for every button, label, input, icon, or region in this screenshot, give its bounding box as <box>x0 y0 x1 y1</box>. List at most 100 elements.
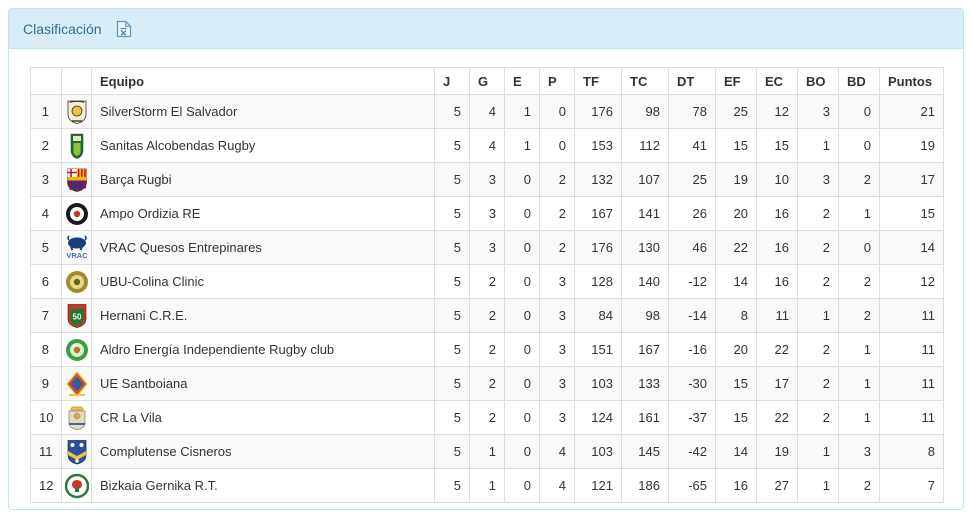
stat-cell-dt: 26 <box>668 196 716 231</box>
panel-title: Clasificación <box>23 20 102 37</box>
team-name-cell: Aldro Energía Independiente Rugby club <box>91 332 435 367</box>
position-cell: 7 <box>30 298 62 333</box>
stat-cell-ef: 22 <box>715 230 757 265</box>
stat-cell-ef: 15 <box>715 400 757 435</box>
stat-cell-j: 5 <box>434 298 470 333</box>
team-name-cell: CR La Vila <box>91 400 435 435</box>
stat-cell-dt: -16 <box>668 332 716 367</box>
stat-cell-e: 0 <box>504 434 540 469</box>
stat-cell-ec: 12 <box>756 94 798 129</box>
stat-cell-puntos: 19 <box>879 128 944 163</box>
column-header-tf: TF <box>574 67 622 95</box>
stat-cell-puntos: 17 <box>879 162 944 197</box>
stat-cell-e: 0 <box>504 162 540 197</box>
cisneros-crest-icon <box>61 434 92 469</box>
stat-cell-tf: 84 <box>574 298 622 333</box>
position-cell: 3 <box>30 162 62 197</box>
alcobendas-crest-icon <box>61 128 92 163</box>
stat-cell-bd: 2 <box>838 468 880 503</box>
column-header-tc: TC <box>621 67 669 95</box>
stat-cell-tf: 128 <box>574 264 622 299</box>
stat-cell-ef: 8 <box>715 298 757 333</box>
santboiana-crest-icon <box>61 366 92 401</box>
column-header-bo: BO <box>797 67 839 95</box>
stat-cell-bo: 3 <box>797 162 839 197</box>
stat-cell-tc: 130 <box>621 230 669 265</box>
stat-cell-bo: 2 <box>797 332 839 367</box>
stat-cell-e: 0 <box>504 298 540 333</box>
position-cell: 5 <box>30 230 62 265</box>
stat-cell-e: 1 <box>504 94 540 129</box>
stat-cell-tf: 153 <box>574 128 622 163</box>
stat-cell-ef: 14 <box>715 264 757 299</box>
stat-cell-tf: 103 <box>574 366 622 401</box>
stat-cell-puntos: 11 <box>879 366 944 401</box>
stat-cell-p: 4 <box>539 468 575 503</box>
stat-cell-e: 0 <box>504 332 540 367</box>
stat-cell-j: 5 <box>434 94 470 129</box>
stat-cell-ef: 19 <box>715 162 757 197</box>
stat-cell-bd: 1 <box>838 196 880 231</box>
stat-cell-tc: 133 <box>621 366 669 401</box>
stat-cell-g: 4 <box>469 128 505 163</box>
stat-cell-bo: 1 <box>797 434 839 469</box>
stat-cell-tc: 140 <box>621 264 669 299</box>
stat-cell-j: 5 <box>434 400 470 435</box>
ubu-colina-crest-icon <box>61 264 92 299</box>
panel-heading: Clasificación <box>9 9 963 49</box>
stat-cell-dt: -30 <box>668 366 716 401</box>
stat-cell-ef: 25 <box>715 94 757 129</box>
stat-cell-j: 5 <box>434 468 470 503</box>
stat-cell-tc: 98 <box>621 94 669 129</box>
stat-cell-bo: 2 <box>797 400 839 435</box>
stat-cell-j: 5 <box>434 128 470 163</box>
stat-cell-ec: 16 <box>756 264 798 299</box>
stat-cell-tc: 98 <box>621 298 669 333</box>
stat-cell-bd: 0 <box>838 128 880 163</box>
stat-cell-bd: 2 <box>838 298 880 333</box>
stat-cell-tc: 186 <box>621 468 669 503</box>
stat-cell-bo: 2 <box>797 366 839 401</box>
stat-cell-dt: -42 <box>668 434 716 469</box>
vrac-bull-icon: VRAC <box>61 230 92 265</box>
stat-cell-puntos: 12 <box>879 264 944 299</box>
stat-cell-bd: 2 <box>838 264 880 299</box>
column-header-pos <box>30 67 62 95</box>
stat-cell-e: 0 <box>504 366 540 401</box>
stat-cell-e: 0 <box>504 264 540 299</box>
position-cell: 8 <box>30 332 62 367</box>
stat-cell-tc: 161 <box>621 400 669 435</box>
stat-cell-g: 2 <box>469 400 505 435</box>
stat-cell-p: 4 <box>539 434 575 469</box>
team-name-cell: Barça Rugbi <box>91 162 435 197</box>
stat-cell-g: 4 <box>469 94 505 129</box>
stat-cell-e: 0 <box>504 196 540 231</box>
position-cell: 10 <box>30 400 62 435</box>
team-name-cell: VRAC Quesos Entrepinares <box>91 230 435 265</box>
team-name-cell: Complutense Cisneros <box>91 434 435 469</box>
stat-cell-j: 5 <box>434 162 470 197</box>
position-cell: 6 <box>30 264 62 299</box>
stat-cell-puntos: 11 <box>879 332 944 367</box>
stat-cell-ec: 19 <box>756 434 798 469</box>
stat-cell-tc: 141 <box>621 196 669 231</box>
stat-cell-ec: 11 <box>756 298 798 333</box>
column-header-ec: EC <box>756 67 798 95</box>
stat-cell-ec: 15 <box>756 128 798 163</box>
classification-panel: Clasificación Equipo J G E P TF TC DT EF EC BO BD Pu… <box>8 8 964 510</box>
stat-cell-p: 3 <box>539 298 575 333</box>
team-name-cell: UBU-Colina Clinic <box>91 264 435 299</box>
excel-export-icon[interactable] <box>116 20 132 38</box>
stat-cell-g: 1 <box>469 468 505 503</box>
stat-cell-g: 3 <box>469 230 505 265</box>
position-cell: 12 <box>30 468 62 503</box>
stat-cell-puntos: 15 <box>879 196 944 231</box>
table-row: 3 Barça Rugbi 5 3 0 2 132 107 25 19 10 3 2 17 <box>30 162 944 197</box>
stat-cell-puntos: 11 <box>879 298 944 333</box>
team-name-cell: Hernani C.R.E. <box>91 298 435 333</box>
stat-cell-e: 0 <box>504 230 540 265</box>
stat-cell-ef: 16 <box>715 468 757 503</box>
stat-cell-p: 0 <box>539 94 575 129</box>
column-header-team: Equipo <box>91 67 435 95</box>
stat-cell-ec: 27 <box>756 468 798 503</box>
